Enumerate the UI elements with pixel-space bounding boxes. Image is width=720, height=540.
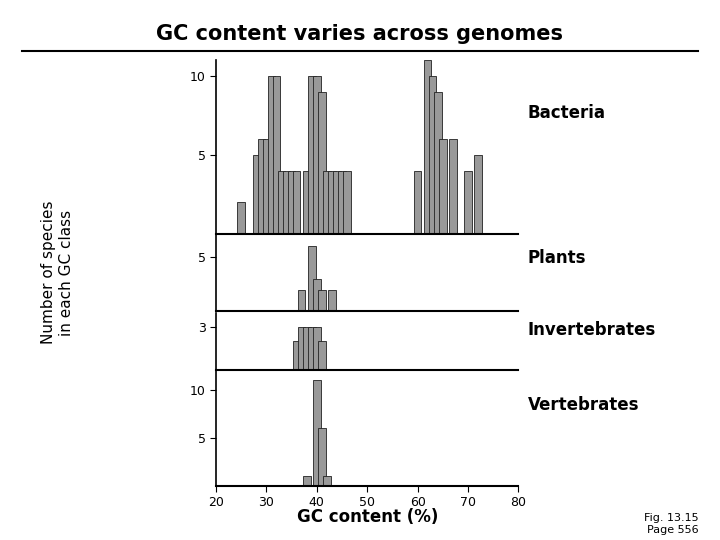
Bar — [464, 171, 472, 234]
Bar — [318, 428, 325, 486]
Bar — [293, 171, 300, 234]
Bar — [298, 289, 305, 312]
Bar — [303, 327, 310, 370]
Bar — [323, 476, 330, 486]
Bar — [258, 139, 265, 234]
Bar — [303, 171, 310, 234]
Bar — [343, 171, 351, 234]
Bar — [313, 380, 320, 486]
Bar — [318, 92, 325, 234]
Bar — [313, 76, 320, 234]
Text: Fig. 13.15
Page 556: Fig. 13.15 Page 556 — [644, 513, 698, 535]
Bar — [323, 171, 330, 234]
Bar — [338, 171, 346, 234]
Bar — [424, 60, 431, 234]
Bar — [238, 202, 245, 234]
Bar — [283, 171, 290, 234]
Bar — [328, 289, 336, 312]
Text: Plants: Plants — [528, 249, 586, 267]
Bar — [278, 171, 285, 234]
Bar — [263, 139, 270, 234]
Bar — [303, 476, 310, 486]
Bar — [429, 76, 436, 234]
Bar — [474, 155, 482, 234]
Text: Number of species
in each GC class: Number of species in each GC class — [42, 201, 74, 345]
Bar — [313, 327, 320, 370]
Bar — [273, 76, 280, 234]
Bar — [308, 246, 315, 312]
Bar — [293, 341, 300, 370]
Bar — [318, 341, 325, 370]
Bar — [253, 155, 260, 234]
Bar — [434, 92, 441, 234]
Text: Invertebrates: Invertebrates — [528, 321, 656, 339]
Text: GC content varies across genomes: GC content varies across genomes — [156, 24, 564, 44]
Bar — [308, 76, 315, 234]
Text: Vertebrates: Vertebrates — [528, 396, 639, 414]
Bar — [308, 327, 315, 370]
Bar — [298, 327, 305, 370]
Bar — [439, 139, 446, 234]
Text: Bacteria: Bacteria — [528, 104, 606, 122]
Bar — [288, 171, 295, 234]
Bar — [328, 171, 336, 234]
Bar — [268, 76, 275, 234]
Bar — [414, 171, 421, 234]
Bar — [313, 279, 320, 312]
Bar — [333, 171, 341, 234]
Text: GC content (%): GC content (%) — [297, 509, 438, 526]
Bar — [449, 139, 456, 234]
Bar — [318, 289, 325, 312]
